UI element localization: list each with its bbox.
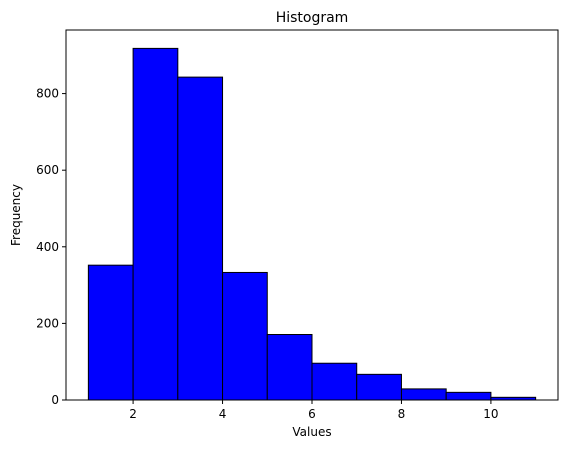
y-tick-label: 200 <box>36 316 59 330</box>
bars-group <box>87 47 537 401</box>
histogram-bar <box>400 388 447 401</box>
x-tick-label: 6 <box>308 407 316 421</box>
histogram-bar <box>132 47 179 401</box>
y-axis-label: Frequency <box>9 184 23 246</box>
x-tick-label: 2 <box>129 407 137 421</box>
histogram-bar <box>87 264 134 401</box>
y-tick-label: 800 <box>36 87 59 101</box>
x-axis-label: Values <box>292 425 331 439</box>
x-axis-ticks: 2 4 6 8 10 <box>129 400 499 421</box>
histogram-bar <box>356 373 402 401</box>
histogram-bar <box>266 334 313 401</box>
chart-title: Histogram <box>276 10 349 26</box>
histogram-bar <box>222 271 268 401</box>
x-tick-label: 10 <box>483 407 498 421</box>
y-axis-ticks: 0 200 400 600 800 <box>36 87 66 407</box>
histogram-bar <box>311 362 358 401</box>
y-tick-label: 0 <box>51 393 59 407</box>
x-tick-label: 4 <box>219 407 227 421</box>
y-tick-label: 600 <box>36 163 59 177</box>
histogram-bar <box>177 76 224 401</box>
x-tick-label: 8 <box>398 407 406 421</box>
histogram-bar <box>445 391 492 401</box>
y-tick-label: 400 <box>36 240 59 254</box>
